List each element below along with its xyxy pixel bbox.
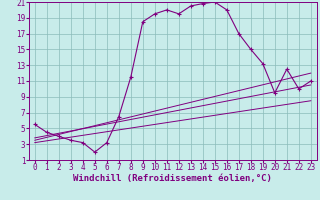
- X-axis label: Windchill (Refroidissement éolien,°C): Windchill (Refroidissement éolien,°C): [73, 174, 272, 183]
